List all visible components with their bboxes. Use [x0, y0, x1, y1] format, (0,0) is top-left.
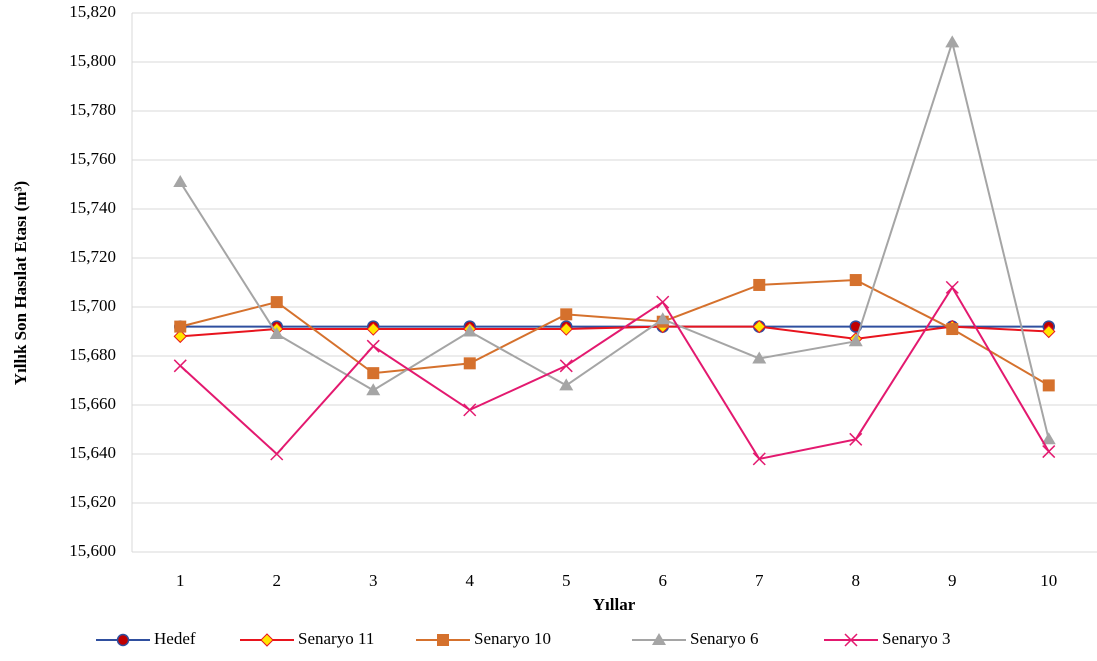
point: [270, 296, 283, 309]
series: [174, 274, 1055, 392]
series: [173, 35, 1056, 445]
legend-label: Senaryo 3: [882, 629, 950, 648]
point: [1041, 432, 1056, 445]
x-tick-label: 8: [852, 571, 861, 590]
legend-label: Senaryo 6: [690, 629, 758, 648]
x-tick-label: 4: [466, 571, 475, 590]
x-tick-label: 10: [1040, 571, 1057, 590]
x-tick-label: 1: [176, 571, 185, 590]
point: [367, 367, 380, 380]
y-tick-label: 15,660: [69, 394, 116, 413]
point: [366, 322, 380, 336]
x-tick-label: 6: [659, 571, 668, 590]
legend-marker: [116, 633, 130, 647]
legend-marker: [437, 634, 449, 646]
point: [366, 383, 381, 396]
point: [656, 295, 670, 309]
x-tick-label: 5: [562, 571, 571, 590]
legend-item: Hedef: [96, 629, 196, 648]
point: [174, 320, 187, 333]
legend-label: Hedef: [154, 629, 196, 648]
legend-label: Senaryo 10: [474, 629, 551, 648]
x-tick-label: 7: [755, 571, 764, 590]
point: [559, 378, 574, 391]
point: [848, 334, 863, 347]
point: [752, 452, 766, 466]
y-tick-label: 15,600: [69, 541, 116, 560]
legend-marker: [652, 633, 666, 645]
point: [946, 323, 959, 336]
y-tick-label: 15,800: [69, 51, 116, 70]
series: [173, 280, 1056, 466]
point: [1042, 324, 1056, 339]
series-line: [179, 38, 1050, 440]
series-line: [180, 325, 1049, 340]
point: [559, 359, 573, 373]
legend-label: Senaryo 11: [298, 629, 374, 648]
point: [270, 447, 284, 461]
point: [849, 274, 862, 287]
legend-item: Senaryo 11: [240, 629, 374, 648]
y-tick-label: 15,680: [69, 345, 116, 364]
point: [752, 351, 767, 364]
point: [463, 357, 476, 370]
point: [559, 322, 573, 336]
point: [655, 312, 670, 325]
legend-item: Senaryo 3: [824, 629, 950, 648]
y-tick-label: 15,720: [69, 247, 116, 266]
point: [463, 403, 477, 417]
legend-marker: [260, 633, 274, 647]
point: [173, 359, 187, 373]
point: [269, 326, 284, 339]
point: [945, 35, 960, 48]
x-tick-label: 2: [273, 571, 282, 590]
y-tick-label: 15,620: [69, 492, 116, 511]
legend-item: Senaryo 10: [416, 629, 551, 648]
point: [1042, 379, 1055, 392]
point: [849, 432, 863, 446]
y-tick-label: 15,640: [69, 443, 116, 462]
y-tick-label: 15,780: [69, 100, 116, 119]
point: [945, 280, 959, 294]
x-axis-label: Yıllar: [593, 595, 636, 614]
y-tick-label: 15,700: [69, 296, 116, 315]
legend-marker: [844, 633, 858, 647]
y-axis-label: Yıllık Son Hasılat Etası (m³): [11, 181, 30, 385]
y-tick-label: 15,740: [69, 198, 116, 217]
series-line: [180, 279, 1050, 387]
legend-item: Senaryo 6: [632, 629, 758, 648]
point: [173, 175, 188, 188]
x-tick-label: 9: [948, 571, 957, 590]
y-tick-label: 15,760: [69, 149, 116, 168]
point: [560, 308, 573, 321]
point: [462, 324, 477, 337]
x-tick-label: 3: [369, 571, 378, 590]
point: [753, 278, 766, 291]
point: [366, 339, 380, 353]
point: [752, 319, 766, 334]
series-line: [179, 285, 1050, 461]
y-tick-label: 15,820: [69, 2, 116, 21]
point: [1042, 445, 1056, 459]
point: [173, 329, 187, 344]
